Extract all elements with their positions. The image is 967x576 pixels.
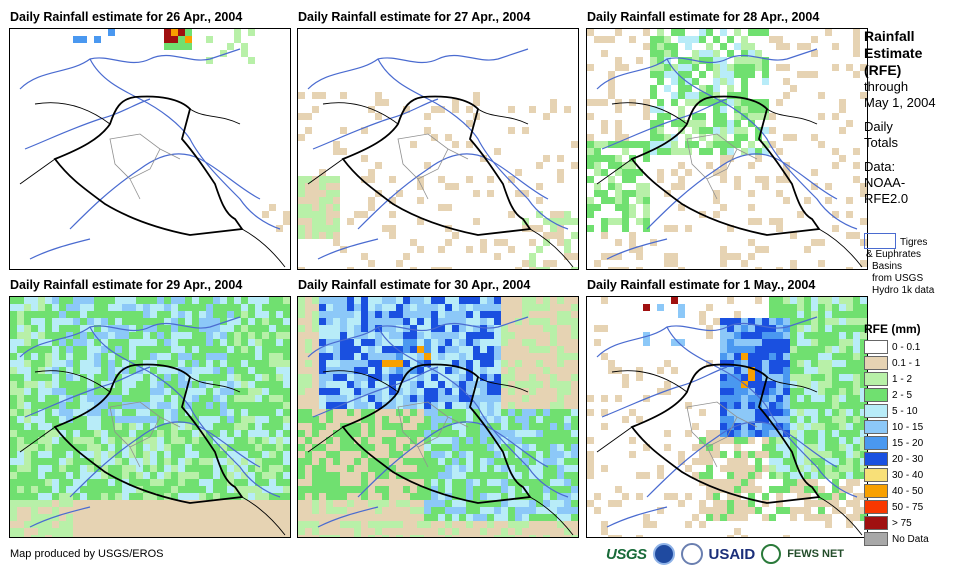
legend-row: > 75 (864, 515, 964, 531)
legend-row: 50 - 75 (864, 499, 964, 515)
panel-title-29apr: Daily Rainfall estimate for 29 Apr., 200… (10, 278, 243, 292)
panel-title-28apr: Daily Rainfall estimate for 28 Apr., 200… (587, 10, 820, 24)
fews-net-logo: FEWS NET (787, 548, 845, 560)
rainfall-map-1may (587, 297, 867, 537)
agency-seal-icon (680, 543, 703, 565)
legend-row: 0.1 - 1 (864, 355, 964, 371)
legend-label: 0 - 0.1 (892, 341, 921, 353)
map-panel-30apr (297, 296, 579, 538)
info-totals: Totals (864, 135, 898, 150)
info-daily: Daily (864, 119, 893, 134)
legend-label: 5 - 10 (892, 405, 918, 417)
legend-swatch (864, 452, 888, 466)
usaid-logo: USAID (708, 545, 756, 563)
legend-label: 50 - 75 (892, 501, 924, 513)
legend-swatch (864, 468, 888, 482)
basin-label-3: Basins (872, 261, 903, 272)
legend-label: 0.1 - 1 (892, 357, 921, 369)
legend-swatch (864, 356, 888, 370)
info-data-source-2: RFE2.0 (864, 191, 909, 206)
legend-label: 20 - 30 (892, 453, 924, 465)
legend-row: 5 - 10 (864, 403, 964, 419)
legend-swatch (864, 516, 888, 530)
legend-swatch (864, 532, 888, 546)
legend-row: 30 - 40 (864, 467, 964, 483)
rainfall-map-26apr (19, 29, 290, 268)
map-panel-28apr (586, 28, 868, 270)
info-title-1: Rainfall (864, 28, 915, 44)
panel-title-26apr: Daily Rainfall estimate for 26 Apr., 200… (10, 10, 243, 24)
map-panel-26apr (9, 28, 291, 270)
legend-row: 40 - 50 (864, 483, 964, 499)
basin-label-2: & Euphrates (866, 249, 922, 260)
legend-row: 0 - 0.1 (864, 339, 964, 355)
legend-label: No Data (892, 533, 929, 545)
legend-label: 1 - 2 (892, 373, 913, 385)
legend-swatch (864, 420, 888, 434)
legend-swatch (864, 404, 888, 418)
legend-row: No Data (864, 531, 964, 547)
panel-title-1may: Daily Rainfall estimate for 1 May., 2004 (587, 278, 816, 292)
legend-swatch (864, 484, 888, 498)
info-date: May 1, 2004 (864, 95, 936, 110)
basin-swatch (864, 233, 896, 249)
legend-row: 2 - 5 (864, 387, 964, 403)
info-data-source-1: NOAA- (864, 175, 906, 190)
info-title-2: Estimate (864, 45, 923, 61)
legend-row: 20 - 30 (864, 451, 964, 467)
legend-label: > 75 (892, 517, 912, 529)
legend-label: 30 - 40 (892, 469, 924, 481)
basin-label-5: Hydro 1k data (872, 285, 935, 296)
rfe-legend: RFE (mm) 0 - 0.1 0.1 - 1 1 - 2 2 - 5 5 - 10 1… (864, 322, 964, 547)
fews-net-icon (761, 544, 782, 564)
map-credit: Map produced by USGS/EROS (10, 548, 164, 560)
info-title-3: (RFE) (864, 62, 902, 78)
legend-label: 10 - 15 (892, 421, 924, 433)
legend-label: 40 - 50 (892, 485, 924, 497)
basin-label-4: from USGS (872, 273, 924, 284)
rainfall-map-27apr (298, 48, 578, 269)
info-through: through (864, 79, 909, 94)
info-data-label: Data: (864, 159, 896, 174)
rainfall-map-29apr (10, 297, 290, 537)
panel-title-30apr: Daily Rainfall estimate for 30 Apr., 200… (298, 278, 531, 292)
legend-title: RFE (mm) (864, 322, 921, 336)
legend-swatch (864, 388, 888, 402)
legend-label: 2 - 5 (892, 389, 913, 401)
legend-row: 15 - 20 (864, 435, 964, 451)
logo-strip: USGS USAID FEWS NET (606, 543, 844, 565)
basin-label-1: Tigres (900, 237, 928, 248)
rainfall-map-28apr (587, 29, 867, 269)
legend-row: 10 - 15 (864, 419, 964, 435)
legend-swatch (864, 500, 888, 514)
map-panel-29apr (9, 296, 291, 538)
map-info: Rainfall Estimate (RFE) through May 1, 2… (864, 28, 964, 207)
legend-row: 1 - 2 (864, 371, 964, 387)
usgs-logo: USGS (606, 545, 647, 563)
rainfall-map-30apr (298, 297, 578, 537)
basin-legend: Tigres & Euphrates Basins from USGS Hydr… (864, 233, 964, 297)
legend-swatch (864, 436, 888, 450)
legend-label: 15 - 20 (892, 437, 924, 449)
map-panel-27apr (297, 28, 579, 270)
legend-swatch (864, 372, 888, 386)
map-panel-1may (586, 296, 868, 538)
legend-swatch (864, 340, 888, 354)
panel-title-27apr: Daily Rainfall estimate for 27 Apr., 200… (298, 10, 531, 24)
noaa-logo-icon (652, 543, 675, 565)
